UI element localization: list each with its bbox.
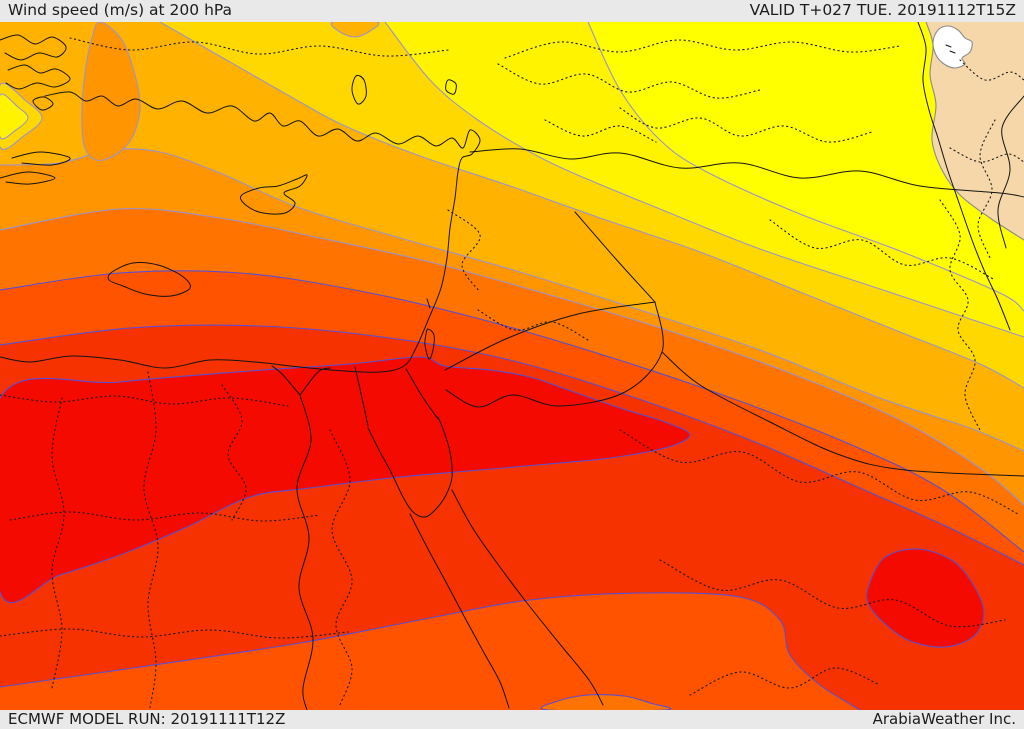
peninsula-datca (11, 151, 71, 166)
river-euphrates (917, 22, 1011, 331)
island-crete (107, 261, 191, 297)
band-orange-red-contour-line (0, 324, 1024, 566)
suez-canal (354, 366, 369, 427)
admin-saudi-2 (659, 559, 1006, 628)
admin-egypt-vert-1 (143, 371, 159, 709)
admin-turkey-3 (544, 119, 657, 143)
admin-saudi-1 (619, 429, 1021, 516)
band-bright-red-island (865, 548, 985, 648)
coastline-red-sea-west (409, 513, 510, 709)
band-yellow-contour-line (587, 22, 1024, 312)
island-rhodes (32, 96, 54, 111)
border-iraq-saudi (661, 351, 1024, 477)
lake-small (445, 79, 457, 95)
admin-turkey-1 (69, 37, 449, 57)
coastline-marmara-1 (0, 34, 67, 61)
border-syria-jordan (444, 301, 656, 371)
admin-turkey-2 (504, 39, 901, 59)
admin-syria (497, 63, 761, 99)
band-dark-orange-contour-line (0, 270, 1024, 553)
band-bright-red-core (0, 356, 691, 604)
band-yellow (588, 22, 1024, 311)
admin-libya (51, 397, 65, 689)
band-orange-red-south-contour-line (0, 592, 861, 710)
admin-egypt-vert-3 (329, 429, 353, 706)
admin-egypt-north (0, 394, 289, 407)
river-nile (296, 394, 314, 710)
band-orange-contour-line (0, 208, 1024, 506)
coastline-red-sea-east (451, 489, 604, 706)
wind-speed-contour-map (0, 22, 1024, 710)
border-syria-iraq (574, 211, 656, 303)
band-amber-contour-line (0, 148, 1024, 452)
lake-tuz (351, 74, 367, 105)
peninsula-bodrum (0, 171, 56, 185)
admin-tan-region (959, 59, 1024, 81)
admin-tan-region-2 (949, 147, 1024, 163)
river-tigris (997, 95, 1024, 249)
lake-dead-sea (424, 328, 435, 360)
band-tan-corner-contour-line (925, 22, 1024, 241)
border-turkey-syria-iraq (469, 148, 1024, 198)
orange-pocket (81, 22, 141, 162)
island-cyprus (240, 174, 308, 215)
amber-notch (330, 22, 380, 38)
map-title: Wind speed (m/s) at 200 hPa (8, 1, 233, 20)
border-egypt-israel (405, 368, 439, 420)
admin-egypt-vert-2 (221, 384, 247, 521)
river-jordan (426, 298, 431, 309)
valid-time-label: VALID T+027 TUE. 20191112T15Z (749, 1, 1016, 20)
river-nile-delta-west (271, 365, 301, 396)
admin-saudi-3 (689, 667, 881, 696)
band-dark-orange-bump (540, 694, 672, 710)
band-gold-contour-line (159, 22, 1024, 389)
coastline-sinai-gulfs (367, 416, 453, 518)
coastline-marmara-2 (5, 64, 71, 90)
header-bar: Wind speed (m/s) at 200 hPa VALID T+027 … (0, 0, 1024, 22)
coastline-anatolia-levant-egypt (0, 91, 481, 373)
yellow-wedge-aegean (0, 93, 29, 140)
brand-label: ArabiaWeather Inc. (872, 710, 1016, 728)
band-white-minimum (932, 25, 973, 69)
admin-iran-1 (977, 119, 996, 259)
admin-iraq-1 (619, 107, 873, 143)
band-orange-red-south (0, 592, 860, 710)
river-nile-delta-east (299, 367, 331, 396)
lake-van-speck-2 (949, 50, 956, 54)
lake-van-speck-1 (945, 44, 952, 48)
admin-iran-2 (939, 199, 981, 431)
band-yellow2-contour-line (384, 22, 1024, 338)
model-run-label: ECMWF MODEL RUN: 20191111T12Z (8, 710, 286, 728)
footer-bar: ECMWF MODEL RUN: 20191111T12Z ArabiaWeat… (0, 710, 1024, 729)
admin-egypt-south (0, 628, 349, 639)
admin-jordan (477, 309, 589, 341)
